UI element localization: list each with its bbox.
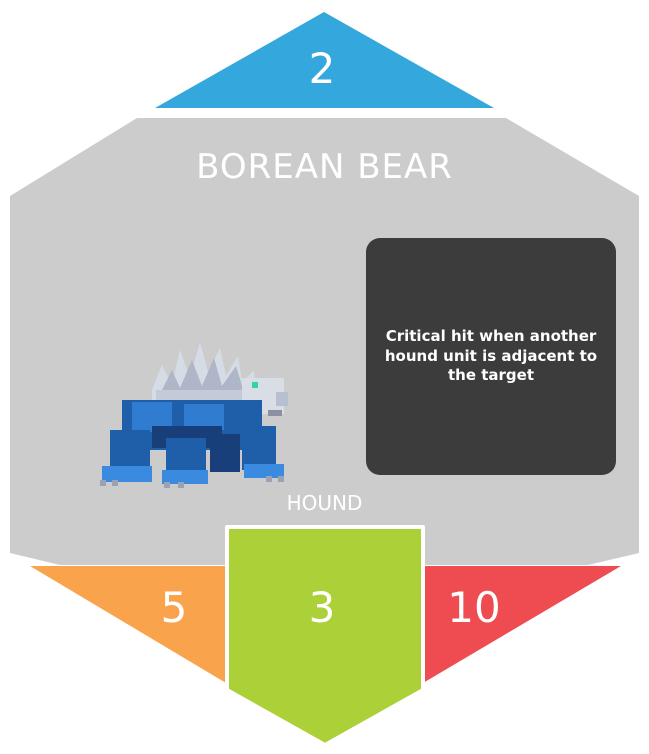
cost-triangle [155,12,494,108]
left-stat-triangle [30,566,226,683]
right-stat-value: 10 [447,583,501,632]
card-title: BOREAN BEAR [196,147,453,187]
center-stat-shield [225,525,425,747]
cost-value: 2 [308,44,336,93]
unit-type-label: HOUND [286,491,363,515]
center-stat-value: 3 [308,583,336,632]
right-stat-triangle [423,566,621,683]
left-stat-value: 5 [160,583,188,632]
ability-panel: Critical hit when another hound unit is … [366,238,616,475]
bear-creature-icon [100,342,288,488]
ability-text: Critical hit when another hound unit is … [384,327,598,385]
